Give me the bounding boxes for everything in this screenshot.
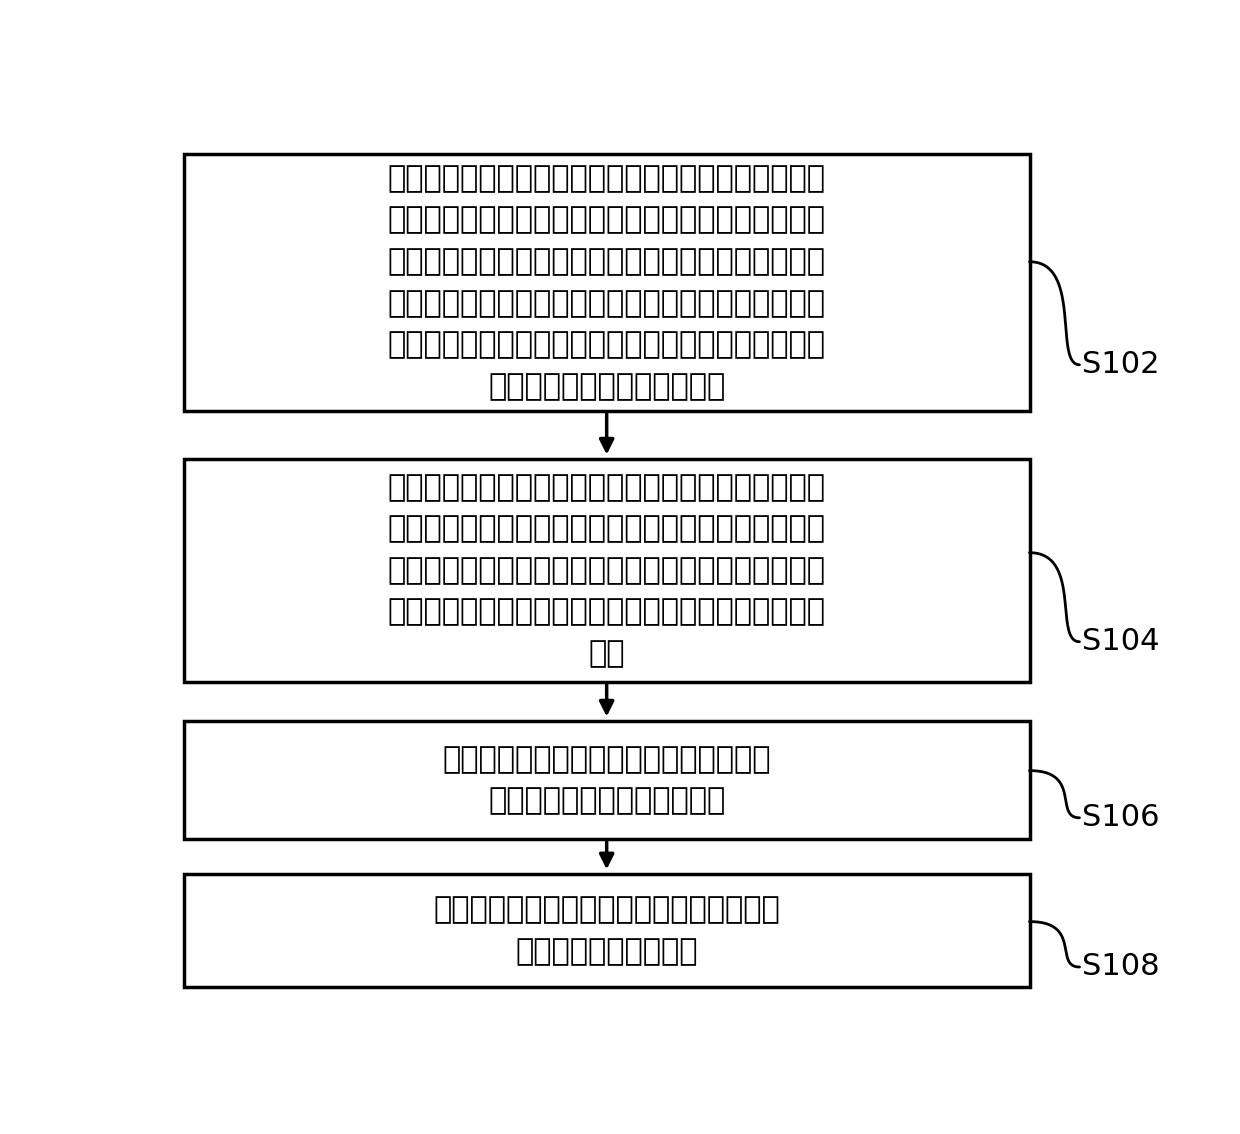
FancyBboxPatch shape — [184, 153, 1029, 412]
Text: 获取术前完整颅骨的三维图像信息、术中缺损颅骨的缺
损边缘轮廓信息和主视角方向；其中，三维图像信息包
括由形成完整颅骨的各个点的坐标构成的第一点集，缺
损边缘轮廓: 获取术前完整颅骨的三维图像信息、术中缺损颅骨的缺 损边缘轮廓信息和主视角方向；其… — [388, 163, 826, 401]
Text: S102: S102 — [1083, 350, 1159, 379]
Text: S106: S106 — [1083, 803, 1159, 832]
Text: 根据上述主视角方向、预设的旋转方向和预设的投影平
面，对上述第一点集和第二点集均做旋转和投影操作，
得到三维图像信息对应的第一平面点集和缺损边缘轮廓
信息对应的: 根据上述主视角方向、预设的旋转方向和预设的投影平 面，对上述第一点集和第二点集均… — [388, 473, 826, 668]
Text: 根据上述第一平面点集和第二平面点集，
获取缺损颅骨对应的目标点集: 根据上述第一平面点集和第二平面点集， 获取缺损颅骨对应的目标点集 — [443, 745, 771, 815]
Text: 对上述目标点集进行模型结构的三维重建，
得到目标颅骨缺损结构: 对上述目标点集进行模型结构的三维重建， 得到目标颅骨缺损结构 — [433, 896, 780, 966]
FancyBboxPatch shape — [184, 721, 1029, 839]
Text: S108: S108 — [1083, 953, 1159, 982]
FancyBboxPatch shape — [184, 874, 1029, 988]
Text: S104: S104 — [1083, 627, 1159, 657]
FancyBboxPatch shape — [184, 459, 1029, 682]
